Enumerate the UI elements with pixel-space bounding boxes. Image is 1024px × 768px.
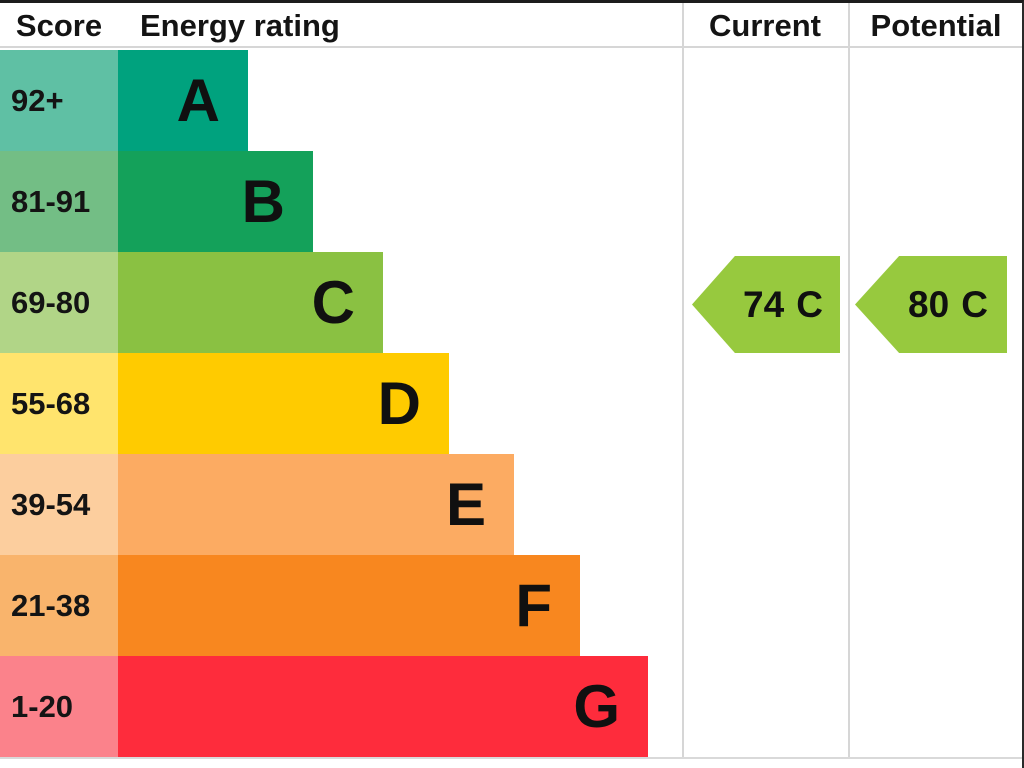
current-rating-text: 74 C (709, 284, 823, 326)
band-bar-a: A (118, 50, 248, 151)
band-letter-d: D (377, 370, 421, 437)
band-bar-b: B (118, 151, 313, 252)
score-range-d: 55-68 (0, 353, 118, 454)
header-score: Score (15, 8, 103, 43)
band-letter-c: C (311, 269, 355, 336)
score-range-g: 1-20 (0, 656, 118, 757)
score-range-b: 81-91 (0, 151, 118, 252)
potential-rating-text: 80 C (874, 284, 988, 326)
band-rows: 92+ A 81-91 B 69-80 C 55-68 D 39-54 (0, 50, 1022, 757)
column-divider-current (682, 3, 684, 759)
table-header: Score Energy rating Current Potential (0, 3, 1022, 48)
potential-score-value: 80 (908, 283, 950, 325)
band-letter-g: G (573, 673, 620, 740)
current-rating-letter: C (796, 283, 823, 325)
band-letter-f: F (515, 572, 552, 639)
column-divider-potential (848, 3, 850, 759)
band-row-f: 21-38 F (0, 555, 1022, 656)
band-row-d: 55-68 D (0, 353, 1022, 454)
band-letter-a: A (176, 67, 220, 134)
header-current: Current (709, 8, 821, 43)
header-energy-rating: Energy rating (140, 8, 340, 43)
current-score-value: 74 (743, 283, 785, 325)
band-bar-c: C (118, 252, 383, 353)
table-bottom-border (0, 757, 1022, 759)
band-letter-e: E (445, 471, 486, 538)
score-range-a: 92+ (0, 50, 118, 151)
band-row-g: 1-20 G (0, 656, 1022, 757)
band-bar-f: F (118, 555, 580, 656)
band-bar-d: D (118, 353, 449, 454)
score-range-c: 69-80 (0, 252, 118, 353)
band-row-c: 69-80 C (0, 252, 1022, 353)
band-row-b: 81-91 B (0, 151, 1022, 252)
band-bar-g: G (118, 656, 648, 757)
band-row-e: 39-54 E (0, 454, 1022, 555)
header-potential: Potential (870, 8, 1002, 43)
potential-rating-letter: C (961, 283, 988, 325)
band-row-a: 92+ A (0, 50, 1022, 151)
band-bar-e: E (118, 454, 514, 555)
score-range-e: 39-54 (0, 454, 118, 555)
score-range-f: 21-38 (0, 555, 118, 656)
band-letter-b: B (241, 168, 285, 235)
